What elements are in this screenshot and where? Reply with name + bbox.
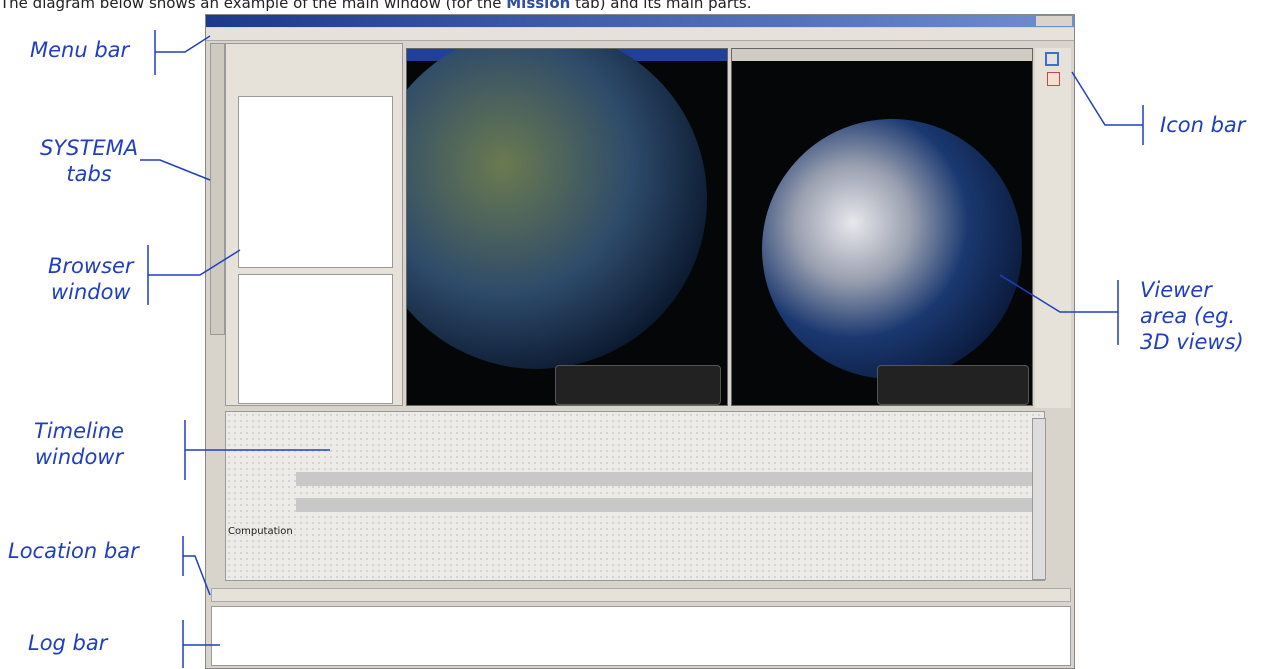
- annotation-line: tabs: [66, 162, 112, 186]
- annotation-line: area (eg.: [1140, 304, 1236, 328]
- scrollbar[interactable]: [1032, 418, 1046, 580]
- icon-bar: [1035, 48, 1071, 408]
- menu-bar[interactable]: [206, 28, 1074, 41]
- caption-bold: Mission: [506, 0, 571, 12]
- timeline-window: Computation: [225, 411, 1045, 581]
- annotation: Viewer area (eg. 3D views): [1140, 277, 1244, 355]
- annotation: Timeline windowr: [34, 418, 124, 470]
- annotation-line: 3D views): [1140, 330, 1244, 354]
- leader: [999, 274, 1119, 345]
- annotation: Menu bar: [30, 37, 129, 63]
- globe: [762, 119, 1022, 379]
- annotation: Location bar: [8, 538, 139, 564]
- annotation: Browser window: [48, 253, 134, 305]
- viewer-3d[interactable]: [406, 48, 728, 406]
- window-buttons[interactable]: [1036, 16, 1072, 26]
- annotation-line: window: [50, 280, 131, 304]
- leader: [140, 159, 211, 181]
- annotation-line: Viewer: [1140, 278, 1212, 302]
- browser-window: [225, 43, 403, 406]
- annotation: Log bar: [28, 630, 107, 656]
- leader: [147, 245, 241, 305]
- browser-tree: [238, 96, 393, 268]
- icon[interactable]: [1047, 72, 1060, 86]
- browser-tree: [238, 274, 393, 404]
- player-controls[interactable]: [555, 365, 721, 405]
- caption: The diagram below shows an example of th…: [0, 0, 752, 12]
- viewer-3d[interactable]: [731, 48, 1033, 406]
- location-bar: [211, 588, 1071, 602]
- leader: [182, 620, 220, 668]
- row-label: Computation: [228, 526, 293, 537]
- annotation: Icon bar: [1160, 112, 1245, 138]
- player-controls[interactable]: [877, 365, 1029, 405]
- annotation-line: Log bar: [28, 631, 108, 655]
- leader: [182, 536, 211, 596]
- annotation: SYSTEMA tabs: [40, 135, 138, 187]
- annotation-line: SYSTEMA: [40, 136, 139, 160]
- icon[interactable]: [1045, 52, 1059, 66]
- globe: [407, 49, 707, 369]
- timeline-bar: [296, 472, 1036, 486]
- leader: [154, 30, 211, 75]
- annotation-line: Menu bar: [30, 38, 130, 62]
- annotation-line: Timeline: [34, 419, 124, 443]
- caption-text: tab) and its main parts.: [570, 0, 752, 12]
- main-window: Computation: [205, 14, 1075, 669]
- annotation-line: Browser: [48, 254, 134, 278]
- annotation-line: Icon bar: [1160, 113, 1246, 137]
- annotation-line: Location bar: [8, 539, 139, 563]
- title-bar: [206, 15, 1074, 27]
- caption-text: The diagram below shows an example of th…: [0, 0, 507, 12]
- timeline-bar: [296, 498, 1036, 512]
- annotation-line: windowr: [34, 445, 124, 469]
- leader: [184, 420, 330, 480]
- viewer-title: [732, 49, 1032, 61]
- leader: [1071, 71, 1144, 145]
- log-bar: [211, 606, 1071, 666]
